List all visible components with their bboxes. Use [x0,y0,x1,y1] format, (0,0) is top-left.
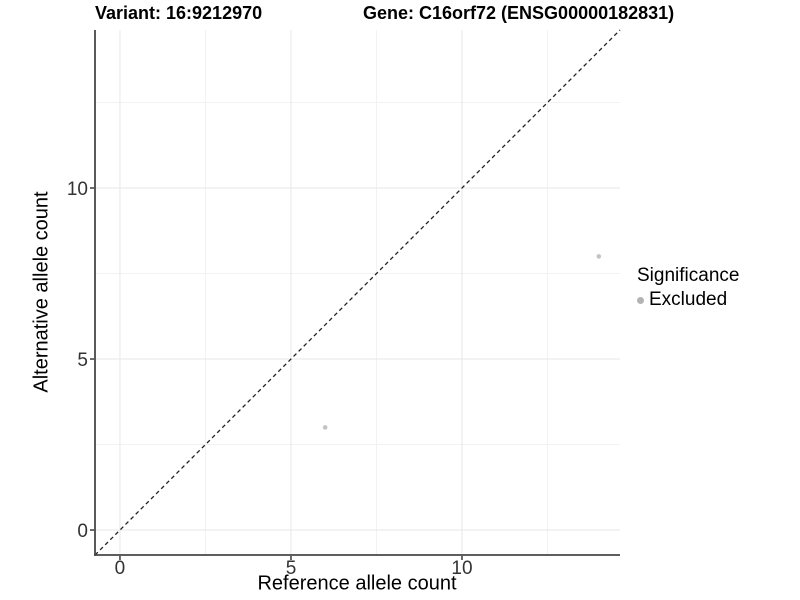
plot-title-variant: Variant: 16:9212970 [95,3,263,23]
y-tick-label: 5 [77,350,88,371]
plot-title-gene: Gene: C16orf72 (ENSG00000182831) [363,3,675,23]
identity-line [94,29,621,556]
legend: Significance Excluded [637,265,739,311]
x-tick-label: 10 [451,558,472,579]
legend-title: Significance [637,265,740,286]
y-axis-title: Alternative allele count [30,191,53,393]
data-point [596,254,602,259]
legend-items: Excluded [637,289,739,311]
y-tick-label: 0 [77,521,88,542]
legend-point-icon [637,296,644,304]
legend-item-label: Excluded [649,289,728,310]
y-tick-label: 10 [67,179,88,200]
x-axis-title: Reference allele count [257,572,457,595]
legend-item: Excluded [637,289,739,311]
x-tick-label: 0 [115,558,126,579]
data-point [322,425,328,430]
x-tick-label: 5 [286,558,297,579]
